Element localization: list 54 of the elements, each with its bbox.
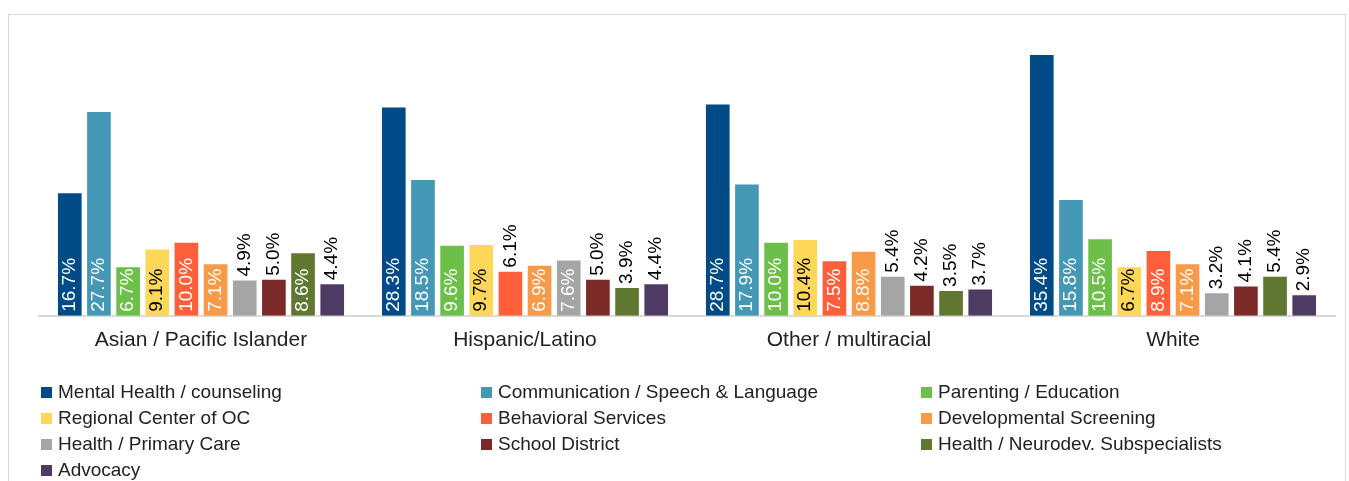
x-tick-label: Asian / Pacific Islander	[94, 327, 308, 351]
data-label: 6.7%	[116, 268, 138, 312]
data-label: 3.9%	[615, 240, 637, 284]
data-label: 10.0%	[764, 257, 786, 312]
data-label: 18.5%	[411, 257, 433, 312]
data-label: 27.7%	[87, 257, 109, 312]
data-label: 2.9%	[1292, 247, 1314, 292]
data-label: 7.6%	[556, 268, 578, 312]
data-label: 8.9%	[1146, 268, 1168, 312]
legend-label: Regional Center of OC	[58, 407, 251, 429]
data-label: 28.7%	[706, 257, 728, 312]
data-label: 28.3%	[382, 257, 404, 312]
data-label: 8.8%	[851, 268, 873, 312]
data-label: 15.8%	[1059, 257, 1081, 312]
legend-label: Parenting / Education	[938, 381, 1120, 403]
data-label: 5.0%	[586, 232, 608, 276]
legend-label: Mental Health / counseling	[58, 381, 282, 403]
data-label: 5.4%	[1263, 229, 1285, 273]
data-label: 4.4%	[644, 236, 666, 281]
data-label: 8.6%	[291, 268, 313, 312]
legend-label: Developmental Screening	[938, 407, 1156, 429]
data-label: 16.7%	[58, 257, 80, 312]
data-label: 4.4%	[320, 236, 342, 281]
legend-label: Behavioral Services	[498, 407, 666, 429]
data-label: 35.4%	[1030, 257, 1052, 312]
data-label: 7.5%	[822, 268, 844, 312]
data-label: 9.7%	[469, 268, 491, 312]
data-label: 3.5%	[939, 243, 961, 287]
data-label: 3.7%	[968, 242, 990, 286]
data-label: 5.0%	[262, 232, 284, 276]
data-label: 10.0%	[174, 257, 196, 312]
data-label: 7.1%	[1175, 268, 1197, 312]
x-tick-label: White	[1146, 327, 1200, 351]
data-label: 4.2%	[910, 238, 932, 282]
data-label: 4.1%	[1234, 239, 1256, 283]
legend-label: Communication / Speech & Language	[498, 381, 819, 403]
data-label: 10.5%	[1088, 257, 1110, 312]
legend-label: School District	[498, 433, 620, 455]
data-label: 6.9%	[527, 268, 549, 312]
x-tick-label: Other / multiracial	[766, 327, 932, 351]
data-label: 7.1%	[203, 268, 225, 312]
data-label: 17.9%	[735, 257, 757, 312]
data-label: 3.2%	[1204, 245, 1226, 290]
data-label: 6.7%	[1117, 268, 1139, 312]
data-label: 9.6%	[440, 268, 462, 312]
data-label: 5.4%	[880, 229, 902, 273]
data-label: 4.9%	[232, 233, 254, 277]
legend-label: Advocacy	[58, 459, 141, 481]
data-label: 6.1%	[498, 224, 520, 268]
x-tick-label: Hispanic/Latino	[453, 327, 597, 351]
legend-label: Health / Primary Care	[58, 433, 241, 455]
legend-label: Health / Neurodev. Subspecialists	[938, 433, 1222, 455]
data-label: 10.4%	[793, 257, 815, 312]
data-label: 9.1%	[145, 268, 167, 312]
